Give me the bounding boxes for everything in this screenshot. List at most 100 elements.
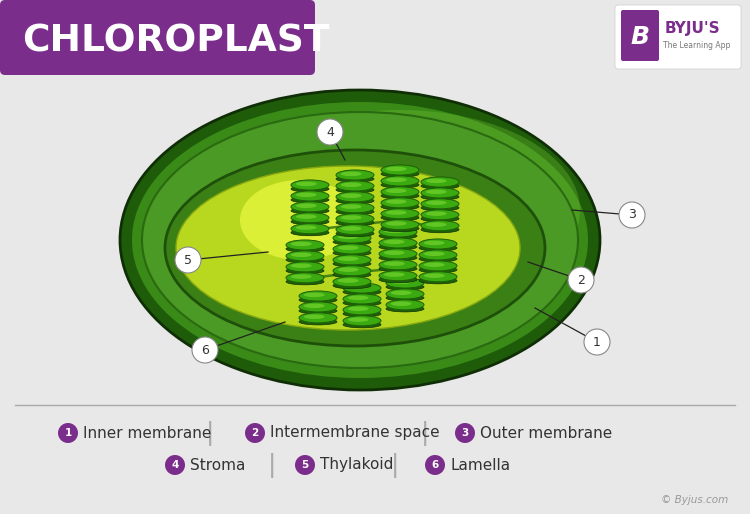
Ellipse shape (391, 280, 412, 284)
Ellipse shape (340, 215, 362, 220)
Ellipse shape (386, 221, 406, 226)
Ellipse shape (336, 209, 374, 215)
Text: © Byjus.com: © Byjus.com (661, 495, 728, 505)
Ellipse shape (336, 214, 374, 224)
Text: Inner membrane: Inner membrane (83, 426, 212, 440)
Ellipse shape (336, 170, 374, 180)
Ellipse shape (343, 322, 381, 328)
Circle shape (175, 247, 201, 273)
Ellipse shape (296, 181, 316, 186)
Ellipse shape (286, 262, 324, 272)
Ellipse shape (426, 223, 447, 227)
Text: The Learning App: The Learning App (663, 41, 730, 49)
Ellipse shape (381, 225, 419, 232)
Ellipse shape (426, 190, 447, 194)
Ellipse shape (348, 285, 369, 289)
Ellipse shape (333, 255, 371, 265)
Ellipse shape (165, 150, 545, 346)
Ellipse shape (336, 203, 374, 213)
Circle shape (317, 119, 343, 145)
Ellipse shape (348, 306, 369, 311)
FancyBboxPatch shape (621, 10, 659, 61)
Ellipse shape (291, 197, 329, 203)
Ellipse shape (291, 191, 329, 201)
Text: Intermembrane space: Intermembrane space (270, 426, 440, 440)
Ellipse shape (333, 261, 371, 267)
Ellipse shape (336, 176, 374, 182)
Ellipse shape (379, 238, 417, 248)
Text: |: | (268, 452, 276, 478)
Circle shape (245, 423, 265, 443)
Ellipse shape (304, 315, 325, 319)
Text: |: | (206, 420, 214, 446)
Ellipse shape (379, 249, 417, 259)
Ellipse shape (419, 255, 457, 262)
Ellipse shape (424, 263, 445, 267)
Ellipse shape (176, 166, 520, 330)
Ellipse shape (384, 240, 405, 244)
Ellipse shape (291, 213, 329, 223)
Ellipse shape (340, 182, 362, 187)
Ellipse shape (419, 250, 457, 260)
Text: 1: 1 (593, 336, 601, 348)
Ellipse shape (379, 227, 417, 237)
Ellipse shape (348, 318, 369, 322)
Text: 5: 5 (302, 460, 309, 470)
Ellipse shape (391, 290, 412, 295)
Ellipse shape (333, 233, 371, 243)
Ellipse shape (286, 251, 324, 261)
Ellipse shape (336, 197, 374, 204)
Ellipse shape (381, 198, 419, 208)
Ellipse shape (343, 289, 381, 295)
Text: 4: 4 (171, 460, 178, 470)
Ellipse shape (291, 208, 329, 214)
Ellipse shape (426, 200, 447, 205)
Ellipse shape (421, 215, 459, 222)
Ellipse shape (291, 224, 329, 234)
Ellipse shape (336, 181, 374, 191)
Ellipse shape (120, 90, 600, 390)
Ellipse shape (421, 194, 459, 200)
Ellipse shape (286, 246, 324, 252)
Ellipse shape (291, 274, 312, 279)
Text: |: | (421, 420, 429, 446)
Text: B: B (631, 25, 650, 49)
Text: 1: 1 (64, 428, 72, 438)
Circle shape (165, 455, 185, 475)
Ellipse shape (391, 302, 412, 306)
Ellipse shape (296, 214, 316, 219)
Ellipse shape (286, 273, 324, 283)
FancyBboxPatch shape (0, 0, 315, 75)
Text: |: | (391, 452, 399, 478)
Ellipse shape (381, 204, 419, 210)
Ellipse shape (299, 297, 337, 303)
Ellipse shape (386, 177, 406, 182)
Ellipse shape (386, 199, 406, 204)
Ellipse shape (343, 294, 381, 304)
Ellipse shape (384, 229, 405, 233)
Text: Thylakoid: Thylakoid (320, 457, 393, 472)
Ellipse shape (336, 225, 374, 234)
Circle shape (58, 423, 78, 443)
Ellipse shape (426, 211, 447, 216)
Ellipse shape (384, 250, 405, 255)
Ellipse shape (381, 209, 419, 219)
Ellipse shape (381, 193, 419, 199)
Ellipse shape (424, 251, 445, 256)
Ellipse shape (379, 260, 417, 270)
Ellipse shape (296, 193, 316, 197)
Ellipse shape (291, 180, 329, 190)
Ellipse shape (421, 188, 459, 198)
Ellipse shape (340, 205, 362, 209)
Circle shape (568, 267, 594, 293)
Text: Outer membrane: Outer membrane (480, 426, 612, 440)
Ellipse shape (336, 219, 374, 226)
FancyBboxPatch shape (615, 5, 741, 69)
Ellipse shape (419, 278, 457, 284)
Ellipse shape (291, 229, 329, 236)
Ellipse shape (343, 300, 381, 306)
Ellipse shape (286, 256, 324, 263)
Text: 3: 3 (628, 209, 636, 222)
Ellipse shape (299, 313, 337, 323)
Ellipse shape (381, 187, 419, 197)
